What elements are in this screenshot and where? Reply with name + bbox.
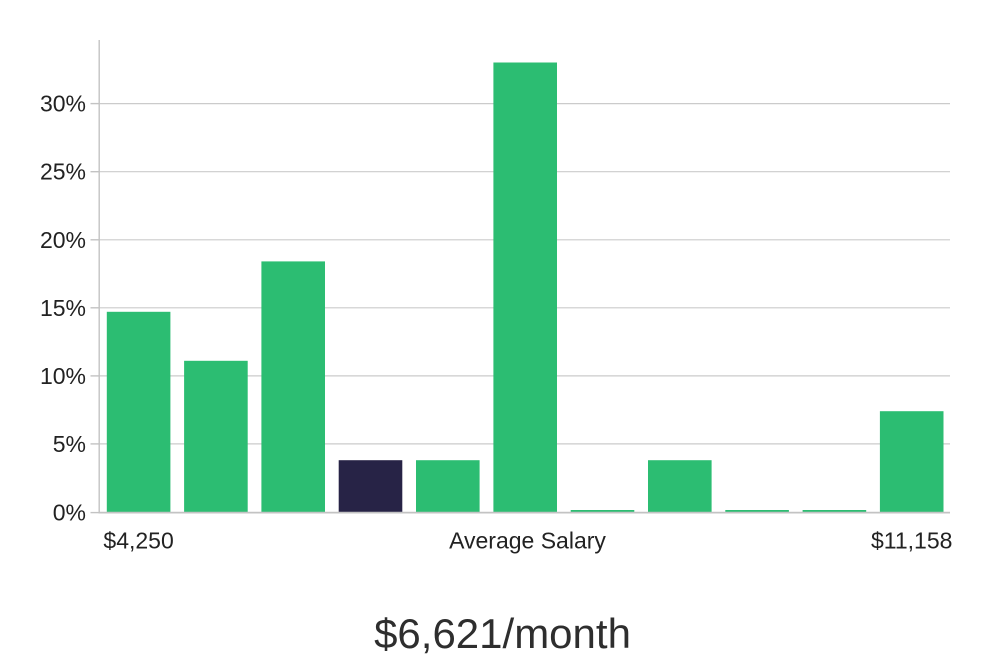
svg-text:20%: 20% [40, 227, 86, 253]
svg-text:0%: 0% [53, 500, 86, 526]
svg-text:Average Salary: Average Salary [449, 528, 606, 554]
svg-text:15%: 15% [40, 295, 86, 321]
svg-text:$6,621/month: $6,621/month [374, 610, 631, 657]
svg-text:5%: 5% [53, 431, 86, 457]
svg-text:25%: 25% [40, 159, 86, 185]
svg-text:$4,250: $4,250 [103, 528, 173, 554]
svg-text:10%: 10% [40, 363, 86, 389]
svg-text:30%: 30% [40, 91, 86, 117]
svg-text:$11,158: $11,158 [871, 528, 952, 554]
